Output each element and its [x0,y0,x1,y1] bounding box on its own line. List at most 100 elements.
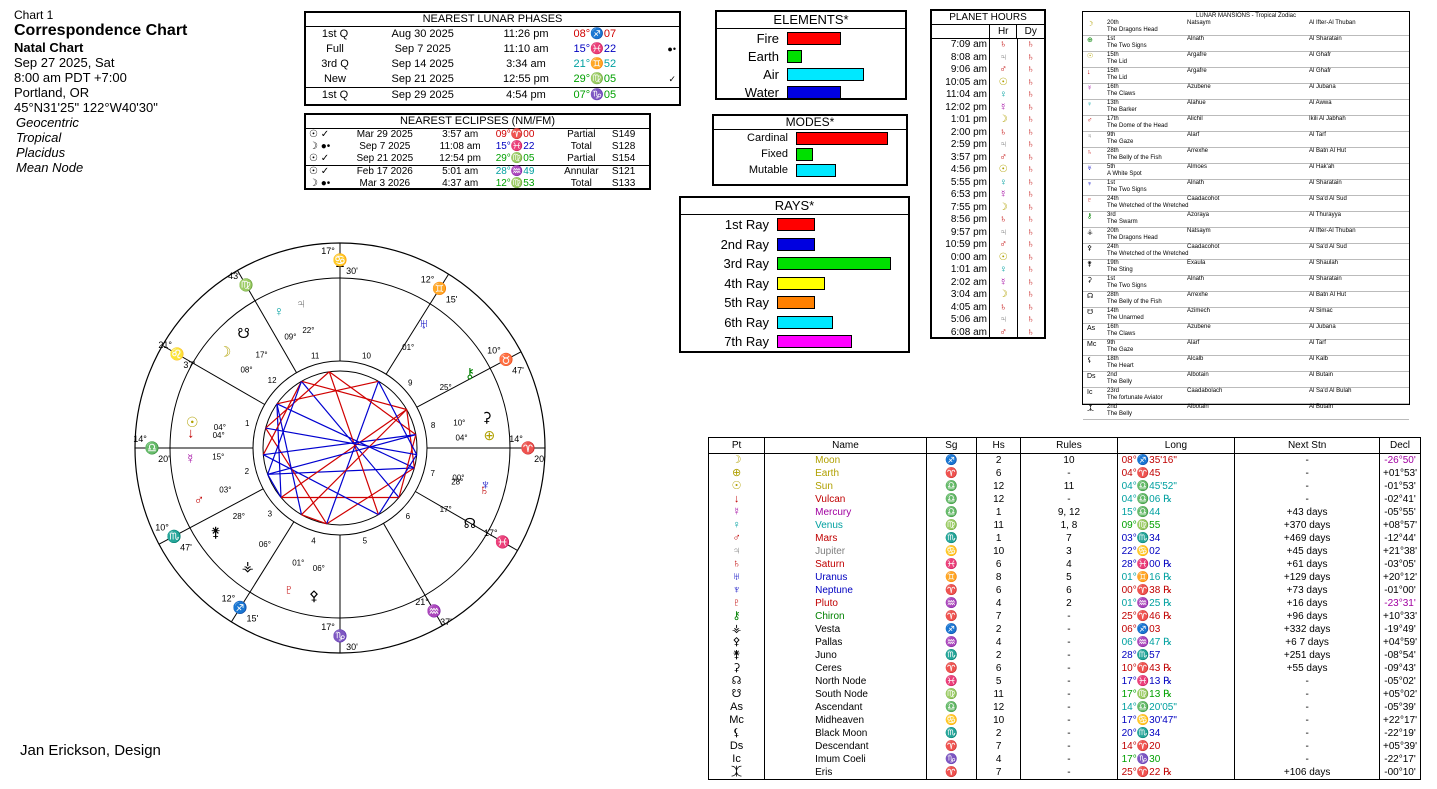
planet-name: Juno [764,649,927,662]
planet-house: 6 [976,662,1022,675]
planet-rules: - [1020,753,1118,766]
eclipse-time: 4:37 am [442,178,479,189]
lunar-mansions-title: LUNAR MANSIONS - Tropical Zodiac [1195,13,1297,19]
planet-declination: +10°33' [1383,611,1417,622]
planet-table-row: ⊕ Earth ♈ 6-04°♈45- +01°53' [709,467,1420,480]
lunar-mansion-arabic: Al Ghafr [1309,68,1332,74]
planet-day-ruler: ♄ [1027,314,1035,325]
planet-glyph: ⚷ [709,610,766,623]
planet-rules: - [1020,766,1118,779]
planet-sign: ♈ [926,766,977,779]
lunar-mansion-glyph: ⚶ [1087,229,1093,236]
planet-hour-time: 6:53 pm [932,189,990,202]
planet-next-station: +129 days [1234,571,1380,584]
planet-table-row: ♀ Venus ♍ 11 1, 8 09°♍55 +370 days +08°57' [709,519,1420,532]
planet-table-col-header: Sg [926,438,977,454]
phase-time: 4:54 pm [506,89,546,101]
planet-house: 4 [976,636,1022,649]
planet-glyph: ♂ [709,532,766,545]
lunar-mansion-arabic: Al Butain [1309,404,1334,410]
planet-sign: ♎ [926,701,977,714]
rays-label: 5th Ray [724,295,769,311]
lunar-mansion-arabic: Al Simac [1309,308,1333,314]
planet-rules: - [1020,714,1118,727]
planet-house: 12 [976,480,1022,493]
planet-glyph: ☉ [709,480,766,493]
planet-hour-row: 8:56 pm ♄ ♄ [932,214,1044,227]
planet-name: Pluto [764,597,927,610]
planet-declination: -08°54' [1384,650,1416,661]
planet-hour-row: 6:53 pm ☿ ♄ [932,189,1044,202]
planet-next-station: - [1234,675,1380,688]
planet-next-station: +61 days [1234,558,1380,571]
planet-declination: +04°59' [1383,637,1417,648]
planet-house: 2 [976,623,1022,636]
wheel-planet-degree: 22° [302,326,314,335]
lunar-mansion-latin: Natsaym [1187,20,1211,26]
elements-title: ELEMENTS* [717,12,905,29]
planet-glyph: As [709,701,766,714]
eclipse-position: 28°♒49 [495,166,535,177]
rays-bar [777,296,815,310]
planet-rules: - [1020,662,1118,675]
lunar-mansion-meaning: The Lid [1107,75,1128,81]
lunar-mansion-number: 16th [1107,324,1119,330]
planet-declination: -26°50' [1384,455,1416,466]
planet-hour-row: 7:09 am ♄ ♄ [932,39,1044,52]
lunar-mansion-meaning: The Claws [1107,331,1136,337]
lunar-mansion-meaning: The Claws [1107,91,1136,97]
lunar-mansion-number: 13th [1107,100,1119,106]
planet-house: 1 [976,506,1022,519]
planet-sign: ♈ [926,662,977,675]
house-cusp-line [385,273,450,375]
lunar-mansion-latin: Alahue [1187,100,1206,106]
wheel-planet-degree: 17° [256,351,268,360]
planet-table-row: ⚳ Ceres ♈ 6-10°♈43 ℞ +55 days -09°43' [709,662,1420,675]
planet-house: 4 [976,753,1022,766]
planet-hour-row: 4:56 pm ☉ ♄ [932,164,1044,177]
planet-hour-row: 3:57 pm ♂ ♄ [932,151,1044,164]
planet-longitude: 03°♏34 [1117,532,1236,545]
planet-glyph: ♀ [709,519,766,532]
planet-longitude: 10°♈43 ℞ [1117,662,1236,675]
planet-glyph: ⚴ [709,636,766,649]
wheel-planet-glyph: ♅ [419,316,430,332]
lunar-mansion-latin: Caadacohot [1187,244,1220,250]
planet-rules: - [1020,675,1118,688]
cusp-degree: 10° [487,346,501,356]
planet-hour-ruler: ♄ [990,126,1018,139]
lunar-mansion-row: Mc 9th Alarf Al Tarf The Gaze [1083,340,1409,356]
eclipse-position: 09°♈00 [495,129,535,140]
planet-sign: ♒ [926,636,977,649]
lunar-mansion-glyph: ⯰ [1087,405,1095,412]
lunar-phases-title: NEAREST LUNAR PHASES [306,13,679,27]
planet-day-ruler: ♄ [1027,251,1035,263]
planet-table-col-header: Rules [1020,438,1118,454]
planet-glyph: ♃ [709,545,766,558]
eclipse-date: Sep 21 2025 [356,153,414,164]
chart-setting: Placidus [16,145,66,160]
cusp-minutes: 30' [346,642,358,652]
planet-declination: +05°02' [1383,689,1417,700]
planet-hour-time: 2:02 am [932,276,990,289]
planet-day-ruler: ♄ [1027,126,1035,138]
chart-title: Correspondence Chart [14,22,188,39]
lunar-mansion-arabic: Al Thurayya [1309,212,1341,218]
planet-name: Descendant [764,740,927,753]
lunar-mansion-glyph: ⚴ [1087,245,1093,252]
lunar-mansion-arabic: Al Tarf [1309,340,1326,346]
lunar-mansion-meaning: The Wretched of the Wretched [1107,251,1189,257]
aspect-line [301,514,327,525]
planet-hour-ruler: ☿ [990,276,1018,289]
house-number: 3 [268,509,273,518]
elements-panel: ELEMENTS* Fire Earth Air Water [715,10,907,100]
planet-sign: ♒ [926,597,977,610]
planet-longitude: 28°♓00 ℞ [1117,558,1236,571]
planet-declination: -05°39' [1384,702,1416,713]
planet-next-station: - [1234,727,1380,740]
lunar-mansion-meaning: The Belly [1107,411,1133,417]
lunar-phases-panel: NEAREST LUNAR PHASES 1st Q Aug 30 2025 11:… [304,11,681,106]
lunar-mansion-number: 19th [1107,260,1119,266]
planet-sign: ♈ [926,610,977,623]
planet-table-col-header: Name [764,438,927,454]
